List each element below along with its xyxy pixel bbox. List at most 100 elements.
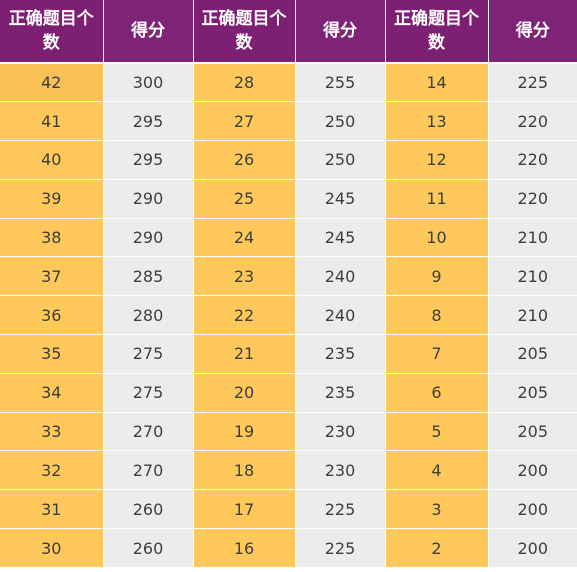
correct-count-cell: 35 (0, 334, 104, 374)
correct-count-cell: 6 (385, 373, 489, 413)
header-correct-count: 正确题目个数 (385, 0, 489, 64)
score-cell: 240 (295, 295, 386, 336)
table-row: 38 290 24 245 10 210 (0, 218, 577, 258)
score-cell: 220 (488, 179, 577, 219)
table-row: 36 280 22 240 8 210 (0, 295, 577, 336)
score-cell: 290 (103, 179, 194, 219)
correct-count-cell: 5 (385, 412, 489, 452)
correct-count-cell: 34 (0, 373, 104, 413)
score-cell: 280 (103, 295, 194, 336)
correct-count-cell: 11 (385, 179, 489, 219)
score-cell: 220 (488, 140, 577, 180)
correct-count-cell: 33 (0, 412, 104, 452)
score-cell: 200 (488, 528, 577, 568)
score-cell: 210 (488, 256, 577, 297)
score-cell: 230 (295, 412, 386, 452)
score-cell: 210 (488, 295, 577, 336)
score-cell: 300 (103, 63, 194, 103)
score-cell: 290 (103, 218, 194, 258)
correct-count-cell: 4 (385, 450, 489, 491)
correct-count-cell: 41 (0, 101, 104, 142)
correct-count-cell: 21 (193, 334, 296, 374)
correct-count-cell: 12 (385, 140, 489, 180)
correct-count-cell: 9 (385, 256, 489, 297)
header-score: 得分 (103, 0, 194, 64)
score-cell: 255 (295, 63, 386, 103)
score-cell: 250 (295, 101, 386, 142)
correct-count-cell: 16 (193, 528, 296, 568)
score-cell: 295 (103, 101, 194, 142)
table-row: 37 285 23 240 9 210 (0, 256, 577, 297)
correct-count-cell: 10 (385, 218, 489, 258)
correct-count-cell: 22 (193, 295, 296, 336)
correct-count-cell: 25 (193, 179, 296, 219)
correct-count-cell: 18 (193, 450, 296, 491)
score-cell: 230 (295, 450, 386, 491)
score-cell: 260 (103, 528, 194, 568)
correct-count-cell: 28 (193, 63, 296, 103)
score-cell: 205 (488, 334, 577, 374)
score-cell: 270 (103, 450, 194, 491)
score-cell: 210 (488, 218, 577, 258)
correct-count-cell: 37 (0, 256, 104, 297)
table-row: 34 275 20 235 6 205 (0, 373, 577, 413)
correct-count-cell: 26 (193, 140, 296, 180)
header-correct-count: 正确题目个数 (0, 0, 104, 64)
score-cell: 285 (103, 256, 194, 297)
score-cell: 205 (488, 412, 577, 452)
table-row: 32 270 18 230 4 200 (0, 450, 577, 491)
score-cell: 275 (103, 334, 194, 374)
table-row: 39 290 25 245 11 220 (0, 179, 577, 219)
score-cell: 245 (295, 179, 386, 219)
header-correct-count: 正确题目个数 (193, 0, 296, 64)
correct-count-cell: 31 (0, 489, 104, 530)
table-row: 41 295 27 250 13 220 (0, 101, 577, 142)
score-cell: 220 (488, 101, 577, 142)
header-row: 正确题目个数 得分 正确题目个数 得分 正确题目个数 得分 (0, 0, 577, 64)
score-cell: 240 (295, 256, 386, 297)
header-score: 得分 (488, 0, 577, 64)
score-cell: 225 (488, 63, 577, 103)
table-row: 30 260 16 225 2 200 (0, 528, 577, 568)
correct-count-cell: 17 (193, 489, 296, 530)
correct-count-cell: 24 (193, 218, 296, 258)
correct-count-cell: 3 (385, 489, 489, 530)
correct-count-cell: 36 (0, 295, 104, 336)
table-row: 33 270 19 230 5 205 (0, 412, 577, 452)
score-cell: 235 (295, 373, 386, 413)
correct-count-cell: 27 (193, 101, 296, 142)
correct-count-cell: 13 (385, 101, 489, 142)
score-cell: 270 (103, 412, 194, 452)
score-cell: 225 (295, 528, 386, 568)
correct-count-cell: 20 (193, 373, 296, 413)
score-cell: 200 (488, 450, 577, 491)
correct-count-cell: 8 (385, 295, 489, 336)
score-cell: 260 (103, 489, 194, 530)
correct-count-cell: 39 (0, 179, 104, 219)
table-row: 40 295 26 250 12 220 (0, 140, 577, 180)
correct-count-cell: 23 (193, 256, 296, 297)
correct-count-cell: 7 (385, 334, 489, 374)
score-cell: 235 (295, 334, 386, 374)
score-cell: 225 (295, 489, 386, 530)
correct-count-cell: 30 (0, 528, 104, 568)
header-score: 得分 (295, 0, 386, 64)
table-row: 35 275 21 235 7 205 (0, 334, 577, 374)
correct-count-cell: 14 (385, 63, 489, 103)
score-cell: 200 (488, 489, 577, 530)
score-cell: 275 (103, 373, 194, 413)
score-cell: 245 (295, 218, 386, 258)
score-cell: 250 (295, 140, 386, 180)
correct-count-cell: 38 (0, 218, 104, 258)
correct-count-cell: 19 (193, 412, 296, 452)
correct-count-cell: 40 (0, 140, 104, 180)
score-cell: 205 (488, 373, 577, 413)
score-cell: 295 (103, 140, 194, 180)
table-row: 31 260 17 225 3 200 (0, 489, 577, 530)
correct-count-cell: 32 (0, 450, 104, 491)
table-body: 42 300 28 255 14 225 41 295 27 250 13 220 40 295 26 250… (0, 63, 577, 568)
table-row: 42 300 28 255 14 225 (0, 63, 577, 103)
correct-count-cell: 42 (0, 63, 104, 103)
correct-count-cell: 2 (385, 528, 489, 568)
